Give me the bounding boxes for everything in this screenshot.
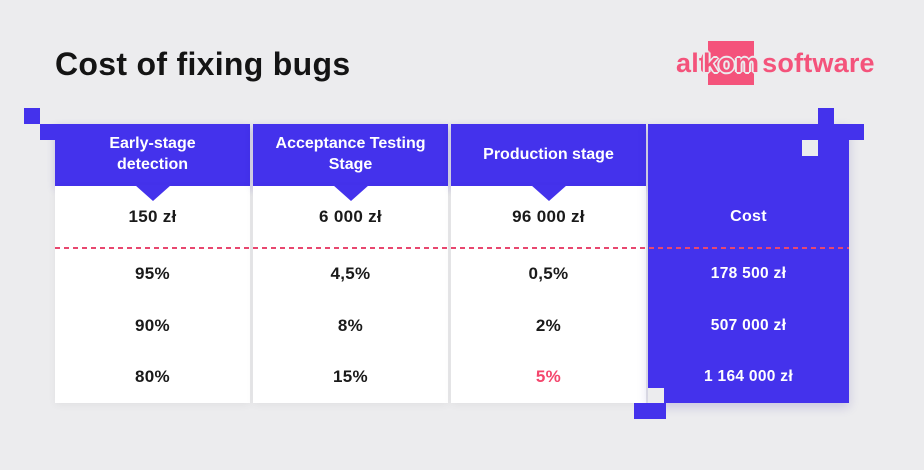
logo-text-alt: alt bbox=[676, 47, 709, 78]
column-header-acceptance-testing: Acceptance Testing Stage bbox=[253, 124, 448, 201]
logo-text-kom: kom bbox=[703, 47, 760, 78]
unit-cost-cell: 150 zł bbox=[128, 207, 177, 226]
column-body-early-stage: 150 zł 95% 90% 80% bbox=[55, 186, 250, 403]
pixel-decoration-top-right-notch bbox=[802, 140, 818, 156]
column-header-label: Acceptance Testing Stage bbox=[275, 135, 426, 173]
column-cost: Cost 178 500 zł 507 000 zł 1 164 000 zł bbox=[648, 124, 849, 403]
column-early-stage: Early-stage detection 150 zł 95% 90% 80% bbox=[55, 124, 250, 403]
column-header-label: Early-stage detection bbox=[109, 135, 196, 173]
percent-cell: 2% bbox=[535, 315, 562, 335]
pixel-decoration-top-right-inner bbox=[848, 124, 864, 140]
unit-cost-cell: 96 000 zł bbox=[512, 207, 585, 226]
cost-table: Early-stage detection 150 zł 95% 90% 80%… bbox=[55, 124, 849, 403]
pixel-decoration-bottom-notch bbox=[648, 388, 664, 404]
column-acceptance-testing: Acceptance Testing Stage 6 000 zł 4,5% 8… bbox=[253, 124, 448, 403]
percent-cell: 8% bbox=[337, 315, 364, 335]
pixel-decoration-top-left-outer bbox=[24, 108, 40, 124]
column-production-stage: Production stage 96 000 zł 0,5% 2% 5% bbox=[451, 124, 646, 403]
percent-cell: 15% bbox=[333, 367, 368, 387]
total-cost-cell: 507 000 zł bbox=[710, 316, 787, 334]
header-pointer-arrow-icon bbox=[134, 185, 171, 201]
percent-cell: 90% bbox=[135, 315, 170, 335]
logo-pink-square: kom bbox=[703, 41, 759, 85]
header-pointer-arrow-icon bbox=[530, 185, 567, 201]
page-title: Cost of fixing bugs bbox=[55, 46, 351, 82]
logo-text-software: software bbox=[762, 47, 875, 78]
pixel-decoration-bottom-square bbox=[634, 403, 666, 419]
unit-cost-cell: 6 000 zł bbox=[319, 207, 382, 226]
column-header-label: Production stage bbox=[483, 145, 614, 163]
total-cost-cell: 1 164 000 zł bbox=[704, 368, 793, 386]
cost-column-spacer bbox=[648, 124, 849, 186]
pixel-decoration-top-left-inner bbox=[40, 124, 56, 140]
altkom-software-logo: alt kom software bbox=[676, 40, 875, 86]
dashed-divider-line bbox=[55, 247, 849, 249]
column-header-early-stage: Early-stage detection bbox=[55, 124, 250, 201]
column-header-production-stage: Production stage bbox=[451, 124, 646, 201]
percent-cell: 95% bbox=[135, 263, 170, 283]
column-body-production-stage: 96 000 zł 0,5% 2% 5% bbox=[451, 186, 646, 403]
total-cost-cell: 178 500 zł bbox=[710, 264, 787, 282]
pixel-decoration-top-right-outer bbox=[818, 108, 834, 124]
percent-cell-highlighted: 5% bbox=[535, 367, 562, 387]
percent-cell: 0,5% bbox=[528, 263, 569, 283]
percent-cell: 4,5% bbox=[330, 263, 371, 283]
header-pointer-arrow-icon bbox=[332, 185, 369, 201]
column-body-acceptance-testing: 6 000 zł 4,5% 8% 15% bbox=[253, 186, 448, 403]
cost-column-header: Cost bbox=[730, 208, 767, 225]
percent-cell: 80% bbox=[135, 367, 170, 387]
